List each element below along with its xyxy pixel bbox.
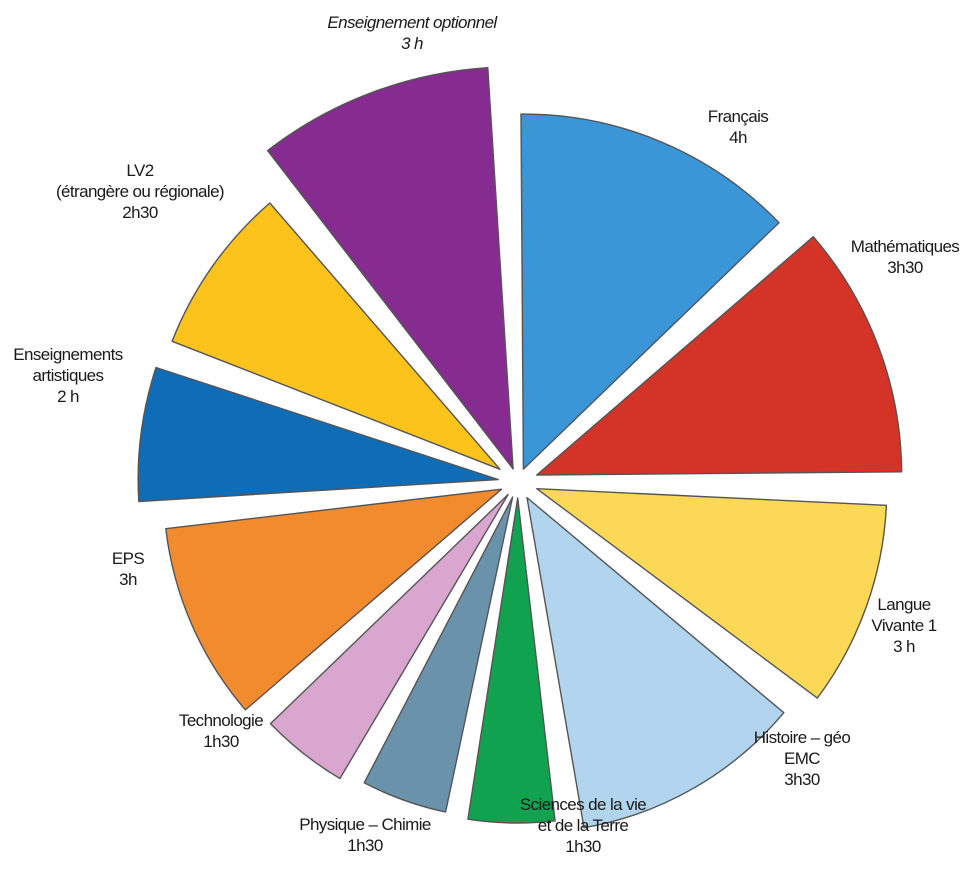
slice-label-line: et de la Terre (538, 816, 629, 835)
slice-label-line: Français (708, 107, 768, 126)
slice-label-line: Histoire – géo (754, 728, 851, 747)
slice-label-line: 3 h (893, 637, 915, 656)
slice-label-line: Vivante 1 (871, 616, 936, 635)
slice-label-francais: Français 4h (708, 107, 768, 147)
pie-labels: Français 4h Mathématiques 3h30 Langue Vivante… (13, 13, 960, 856)
pie-slice-francais (520, 113, 780, 470)
slice-label-line: 3h30 (887, 258, 923, 277)
slice-label-line: LV2 (126, 161, 153, 180)
pie-slice-histoire (526, 496, 785, 829)
pie-slice-physique (363, 496, 514, 813)
slice-label-eps: EPS 3h (112, 549, 144, 589)
slice-label-line: Technologie (179, 711, 263, 730)
slice-label-line: 4h (729, 128, 747, 147)
slice-label-line: Sciences de la vie (520, 795, 646, 814)
slice-label-line: 1h30 (347, 836, 383, 855)
pie-slice-optionnel (266, 67, 514, 470)
slice-label-line: 3h (119, 570, 137, 589)
slice-label-mathematiques: Mathématiques 3h30 (851, 237, 960, 277)
slice-label-physique: Physique – Chimie 1h30 (299, 815, 431, 855)
slice-label-line: 2 h (57, 387, 79, 406)
slice-label-line: Mathématiques (851, 237, 960, 256)
slice-label-line: Physique – Chimie (299, 815, 431, 834)
slice-label-line: 3h30 (784, 770, 820, 789)
slice-label-line: EPS (112, 549, 144, 568)
pie-slices (137, 67, 903, 829)
slice-label-line: 3 h (401, 34, 423, 53)
slice-label-line: Enseignements (13, 345, 122, 364)
pie-slice-svt (467, 497, 556, 824)
slice-label-lv2: LV2 (étrangère ou régionale) 2h30 (56, 161, 224, 222)
slice-label-line: 2h30 (122, 203, 158, 222)
slice-label-line: (étrangère ou régionale) (56, 182, 224, 201)
pie-slice-arts (137, 366, 499, 503)
pie-slice-technologie (269, 493, 509, 780)
slice-label-lv1: Langue Vivante 1 3 h (871, 595, 936, 656)
slice-label-line: EMC (784, 749, 820, 768)
slice-label-histoire: Histoire – géo EMC 3h30 (754, 728, 851, 789)
slice-label-technologie: Technologie 1h30 (179, 711, 263, 751)
pie-slice-lv2 (171, 202, 501, 470)
slice-label-line: Langue (877, 595, 930, 614)
slice-label-line: 1h30 (565, 837, 601, 856)
slice-label-line: 1h30 (203, 732, 239, 751)
slice-label-svt: Sciences de la vie et de la Terre 1h30 (520, 795, 646, 856)
pie-slice-mathematiques (536, 236, 903, 476)
slice-label-arts: Enseignements artistiques 2 h (13, 345, 122, 406)
slice-label-line: Enseignement optionnel (327, 13, 498, 32)
slice-label-line: artistiques (33, 366, 104, 385)
slice-label-optionnel: Enseignement optionnel 3 h (327, 13, 498, 53)
pie-slice-eps (165, 488, 503, 711)
pie-slice-lv1 (536, 488, 888, 699)
